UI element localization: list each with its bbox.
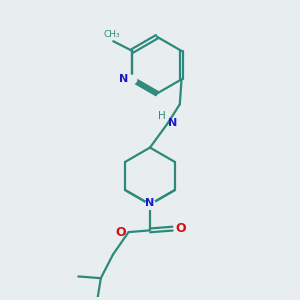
Text: N: N (146, 198, 154, 208)
Text: O: O (175, 222, 186, 235)
Text: N: N (118, 74, 128, 84)
Text: N: N (168, 118, 178, 128)
Text: H: H (158, 111, 165, 121)
Text: O: O (115, 226, 126, 238)
Text: CH₃: CH₃ (103, 31, 120, 40)
